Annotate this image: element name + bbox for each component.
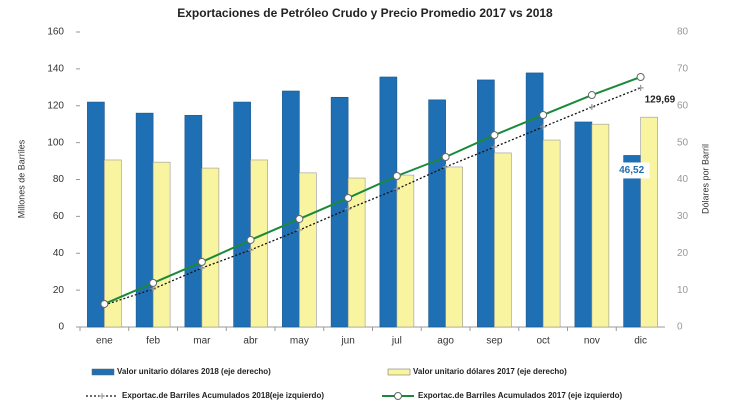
marker — [295, 214, 304, 223]
marker — [588, 104, 595, 111]
bar — [591, 123, 610, 328]
legend-label: Valor unitario dólares 2018 (eje derecho… — [117, 367, 271, 376]
x-tick-label: feb — [146, 336, 160, 347]
legend-label: Exportac.de Barriles Acumulados 2017 (ej… — [418, 391, 623, 400]
x-tick-label: jul — [391, 336, 402, 347]
bar — [379, 76, 398, 328]
marker — [198, 265, 205, 271]
bar — [184, 115, 203, 328]
bar — [282, 90, 300, 328]
legend-swatch — [91, 368, 115, 376]
marker — [490, 131, 499, 140]
marker — [637, 84, 644, 91]
marker — [345, 206, 352, 212]
marker — [393, 186, 400, 193]
bar — [299, 172, 317, 328]
y2-tick-label: 10 — [677, 285, 689, 296]
bar — [574, 121, 593, 328]
marker — [197, 257, 206, 266]
bar — [104, 159, 122, 328]
marker — [491, 144, 498, 151]
x-tick-label: nov — [584, 336, 600, 347]
marker — [540, 123, 547, 130]
marker — [344, 193, 353, 202]
legend-label: Exportac.de Barriles Acumulados 2018(eje… — [122, 391, 324, 400]
bar — [396, 174, 415, 328]
bar — [428, 99, 446, 328]
marker — [392, 171, 401, 180]
bar — [640, 116, 658, 328]
x-tick-label: ago — [437, 336, 454, 347]
marker — [150, 286, 157, 293]
y2-tick-label: 40 — [677, 174, 689, 185]
bar — [87, 101, 105, 328]
marker — [587, 91, 596, 100]
chart-title: Exportaciones de Petróleo Crudo y Precio… — [177, 6, 553, 20]
y-axis-label: Millones de Barriles — [16, 139, 26, 218]
marker — [539, 110, 548, 119]
bar — [152, 161, 171, 328]
legend-label: Valor unitario dólares 2017 (eje derecho… — [413, 367, 567, 376]
marker — [247, 246, 254, 253]
legend-swatch — [387, 368, 411, 376]
x-tick-label: jun — [340, 336, 354, 347]
y-tick-label: 0 — [58, 322, 64, 333]
y-tick-label: 160 — [47, 27, 64, 38]
y-tick-label: 140 — [47, 64, 64, 75]
marker — [296, 227, 303, 234]
marker — [636, 72, 645, 81]
y-tick-label: 100 — [47, 137, 64, 148]
marker — [100, 299, 109, 308]
bar — [347, 177, 366, 328]
marker — [441, 153, 450, 162]
legend-marker — [99, 393, 105, 399]
x-tick-label: abr — [243, 336, 258, 347]
x-tick-label: dic — [634, 336, 647, 347]
bar — [542, 139, 561, 328]
y2-tick-label: 50 — [677, 137, 689, 148]
y2-tick-label: 70 — [677, 64, 689, 75]
label-box — [613, 162, 650, 179]
y2-tick-label: 80 — [677, 27, 689, 38]
marker — [149, 278, 158, 287]
y2-tick-label: 30 — [677, 211, 689, 222]
x-tick-label: sep — [486, 336, 503, 347]
line — [104, 87, 641, 306]
bar — [477, 79, 495, 328]
x-tick-label: mar — [193, 336, 211, 347]
bar — [445, 166, 463, 328]
marker — [246, 235, 255, 244]
bar — [135, 112, 154, 328]
y-tick-label: 120 — [47, 100, 64, 111]
x-tick-label: oct — [536, 336, 550, 347]
y-tick-label: 60 — [53, 211, 65, 222]
data-label: 46,52 — [619, 165, 644, 176]
bar — [494, 152, 512, 328]
y2-tick-label: 60 — [677, 100, 689, 111]
bar — [233, 101, 251, 328]
line — [103, 76, 641, 305]
bar — [623, 155, 641, 328]
y2-tick-label: 20 — [677, 248, 689, 259]
x-tick-label: may — [290, 336, 309, 347]
y-tick-label: 80 — [53, 174, 65, 185]
legend-marker — [394, 392, 402, 400]
y-tick-label: 40 — [53, 248, 65, 259]
bar — [201, 167, 220, 328]
marker — [442, 163, 449, 170]
bar — [525, 72, 544, 328]
data-label: 129,69 — [645, 95, 676, 106]
y2-axis-label: Dólares por Barril — [700, 144, 710, 214]
y-tick-label: 20 — [53, 285, 65, 296]
y2-tick-label: 0 — [677, 322, 683, 333]
x-tick-label: ene — [96, 336, 113, 347]
